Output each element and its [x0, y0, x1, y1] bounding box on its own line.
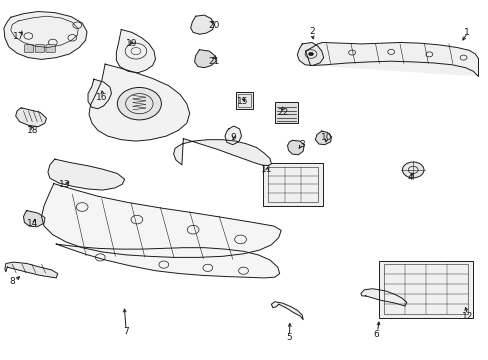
Polygon shape	[287, 140, 304, 155]
Text: 18: 18	[26, 126, 38, 135]
Text: 21: 21	[208, 58, 220, 67]
Text: 9: 9	[230, 133, 236, 142]
Text: 5: 5	[286, 333, 292, 342]
FancyBboxPatch shape	[274, 102, 298, 123]
Polygon shape	[48, 159, 124, 190]
Polygon shape	[190, 15, 214, 34]
Text: 7: 7	[123, 328, 129, 336]
Text: 17: 17	[13, 32, 24, 41]
Polygon shape	[315, 131, 331, 145]
Polygon shape	[173, 139, 271, 166]
FancyBboxPatch shape	[24, 45, 34, 53]
Polygon shape	[23, 211, 45, 227]
Polygon shape	[305, 42, 477, 76]
Text: 6: 6	[373, 330, 379, 338]
Circle shape	[117, 87, 161, 120]
Polygon shape	[360, 289, 406, 306]
Polygon shape	[56, 244, 279, 278]
Text: 2: 2	[308, 27, 314, 36]
Polygon shape	[89, 64, 189, 141]
FancyBboxPatch shape	[46, 45, 55, 53]
Polygon shape	[88, 79, 111, 109]
Polygon shape	[4, 12, 87, 59]
FancyBboxPatch shape	[35, 45, 44, 53]
FancyBboxPatch shape	[263, 163, 322, 206]
Text: 11: 11	[261, 166, 272, 175]
Text: 1: 1	[463, 28, 469, 37]
FancyBboxPatch shape	[378, 261, 472, 318]
Text: 15: 15	[236, 97, 248, 106]
Text: 14: 14	[26, 220, 38, 229]
Polygon shape	[271, 302, 303, 320]
FancyBboxPatch shape	[235, 92, 253, 109]
Text: 10: 10	[320, 133, 332, 142]
Polygon shape	[116, 30, 155, 73]
Polygon shape	[41, 184, 281, 257]
Polygon shape	[5, 262, 58, 278]
Text: 8: 8	[10, 277, 16, 286]
Text: 16: 16	[96, 94, 107, 103]
Polygon shape	[194, 50, 216, 68]
Text: 3: 3	[299, 140, 305, 149]
Polygon shape	[16, 108, 46, 127]
Circle shape	[402, 162, 423, 178]
Text: 22: 22	[276, 108, 288, 117]
Text: 12: 12	[461, 312, 472, 321]
Polygon shape	[297, 42, 323, 66]
Text: 19: 19	[126, 40, 138, 49]
Circle shape	[308, 52, 313, 56]
Text: 20: 20	[208, 22, 220, 31]
Polygon shape	[224, 126, 241, 145]
Text: 4: 4	[407, 173, 413, 182]
Text: 13: 13	[59, 180, 70, 189]
